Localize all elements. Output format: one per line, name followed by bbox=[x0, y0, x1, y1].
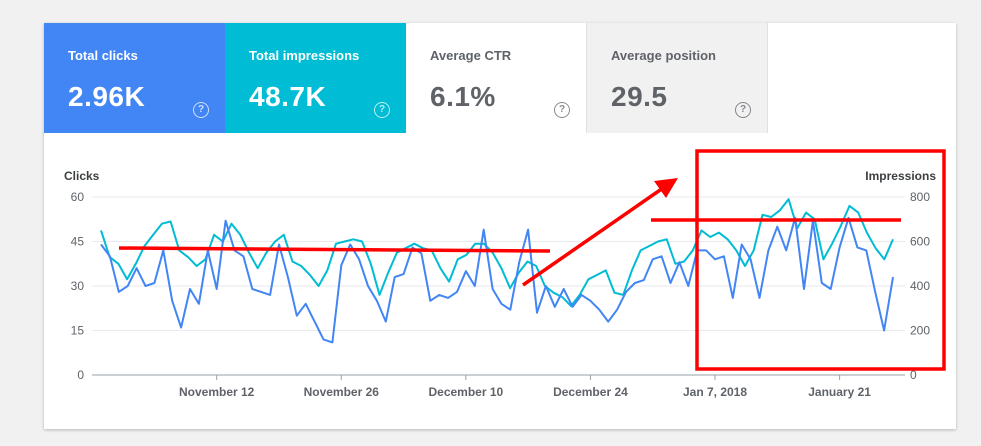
x-tick-label: November 12 bbox=[179, 385, 255, 399]
average-ctr-value: 6.1% bbox=[430, 81, 496, 112]
trend-arrow-head bbox=[654, 178, 678, 198]
help-icon[interactable]: ? bbox=[193, 102, 209, 118]
average-position-label: Average position bbox=[611, 48, 716, 63]
help-icon[interactable]: ? bbox=[735, 102, 751, 118]
x-tick-label: January 21 bbox=[808, 385, 871, 399]
average-position-tile[interactable]: Average position 29.5 ? bbox=[587, 23, 768, 133]
total-impressions-label: Total impressions bbox=[249, 48, 360, 63]
grid bbox=[92, 196, 905, 380]
y-tick-label: 15 bbox=[71, 324, 85, 338]
y2-tick-label: 600 bbox=[910, 235, 930, 249]
total-clicks-value: 2.96K bbox=[68, 81, 146, 112]
metric-tiles: Total clicks 2.96K ? Total impressions 4… bbox=[44, 23, 768, 133]
impressions-series-line bbox=[100, 198, 894, 307]
help-icon[interactable]: ? bbox=[374, 102, 390, 118]
total-clicks-tile[interactable]: Total clicks 2.96K ? bbox=[44, 23, 225, 133]
baseline-trend-line bbox=[118, 246, 551, 253]
highlight-box bbox=[695, 149, 946, 371]
y-tick-label: 45 bbox=[71, 235, 85, 249]
y-tick-label: 60 bbox=[71, 190, 85, 204]
total-clicks-label: Total clicks bbox=[68, 48, 138, 63]
trend-arrow-shaft bbox=[522, 186, 664, 287]
y-axis-title: Clicks bbox=[64, 169, 100, 183]
annotations bbox=[118, 149, 946, 371]
total-impressions-tile[interactable]: Total impressions 48.7K ? bbox=[225, 23, 406, 133]
y2-tick-label: 800 bbox=[910, 190, 930, 204]
y-tick-label: 0 bbox=[77, 368, 84, 382]
help-icon[interactable]: ? bbox=[554, 102, 570, 118]
y2-tick-label: 0 bbox=[910, 368, 917, 382]
x-tick-label: December 24 bbox=[553, 385, 628, 399]
performance-card: Total clicks 2.96K ? Total impressions 4… bbox=[44, 23, 956, 429]
clicks-series-line bbox=[100, 216, 894, 344]
y-tick-label: 30 bbox=[71, 279, 85, 293]
x-tick-label: Jan 7, 2018 bbox=[683, 385, 747, 399]
y2-tick-label: 400 bbox=[910, 279, 930, 293]
average-ctr-label: Average CTR bbox=[430, 48, 512, 63]
average-position-value: 29.5 bbox=[611, 81, 668, 112]
average-ctr-tile[interactable]: Average CTR 6.1% ? bbox=[406, 23, 587, 133]
x-tick-label: December 10 bbox=[428, 385, 503, 399]
x-tick-label: November 26 bbox=[304, 385, 380, 399]
y2-tick-label: 200 bbox=[910, 324, 930, 338]
total-impressions-value: 48.7K bbox=[249, 81, 327, 112]
y2-axis-title: Impressions bbox=[865, 169, 936, 183]
